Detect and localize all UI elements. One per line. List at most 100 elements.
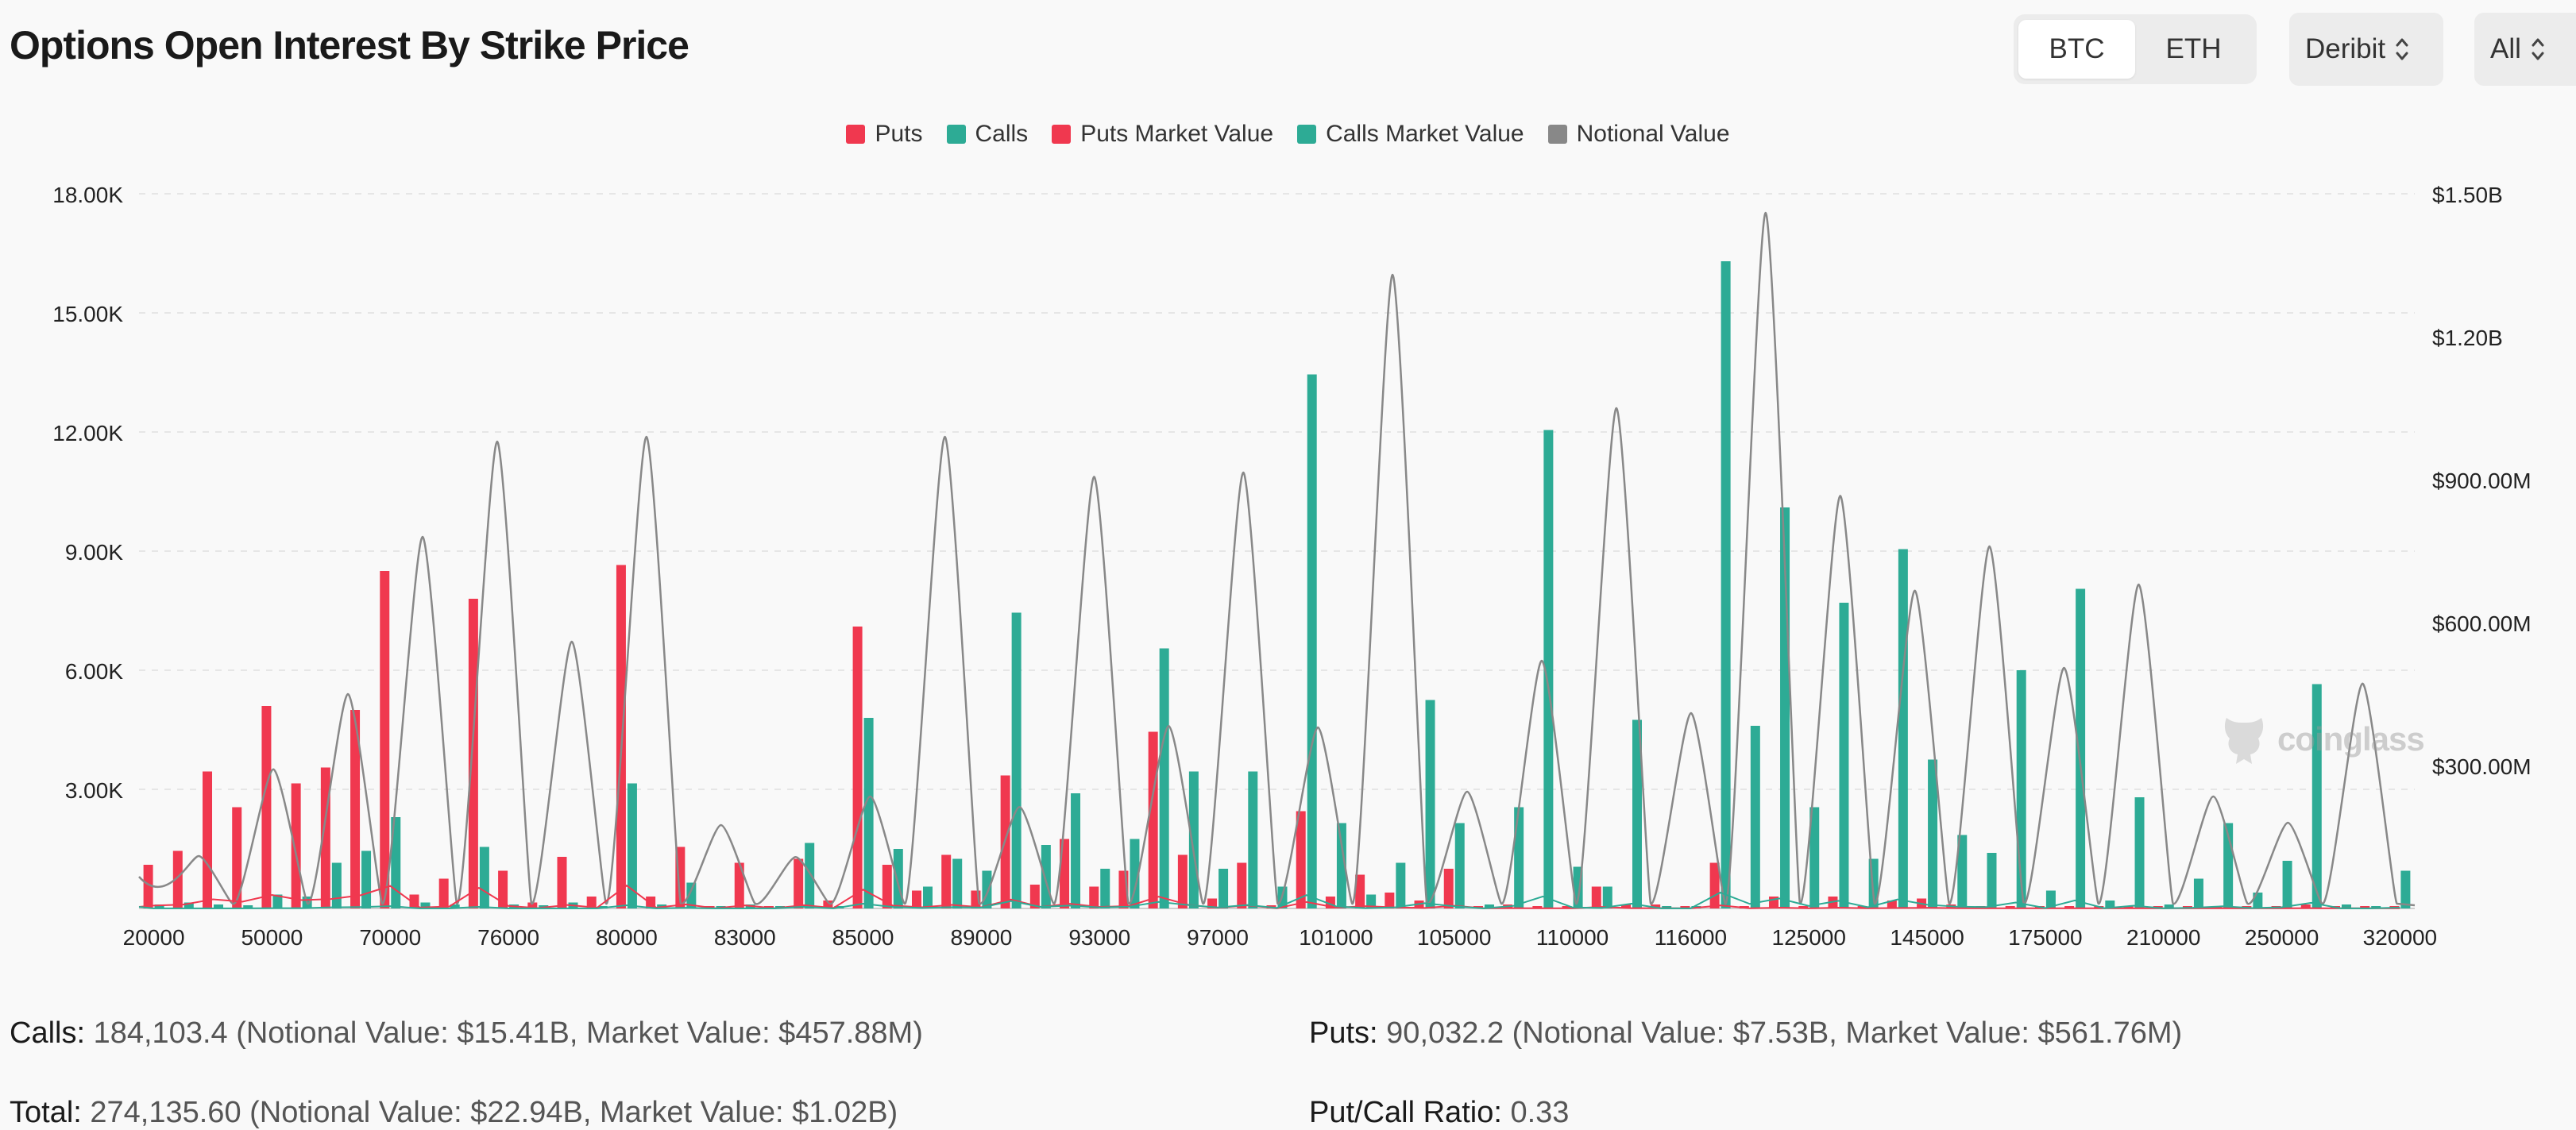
calls-bar: [2371, 906, 2381, 908]
calls-bar: [1159, 648, 1169, 908]
total-summary-value: 274,135.60 (Notional Value: $22.94B, Mar…: [90, 1096, 898, 1129]
puts-bar: [1029, 885, 1040, 908]
x-tick-label: 80000: [596, 925, 658, 950]
puts-bar: [1562, 906, 1572, 908]
puts-bar: [1089, 886, 1099, 908]
watermark-text: coinglass: [2277, 720, 2425, 758]
puts-bar: [232, 807, 242, 908]
puts-bar: [1798, 906, 1809, 908]
x-tick-label: 145000: [1890, 925, 1964, 950]
x-tick-label: 125000: [1772, 925, 1846, 950]
calls-bar: [361, 850, 372, 908]
y-right-tick-label: $600.00M: [2432, 611, 2532, 636]
legend-swatch: [1052, 125, 1072, 144]
puts-bar: [527, 902, 538, 908]
x-tick-label: 93000: [1068, 925, 1130, 950]
coin-toggle: BTC ETH: [2014, 14, 2257, 84]
calls-bar: [1336, 823, 1346, 908]
calls-summary: Calls: 184,103.4 (Notional Value: $15.41…: [10, 1016, 923, 1051]
calls-bar: [2105, 901, 2115, 908]
y-left-tick-label: 9.00K: [65, 540, 123, 565]
puts-bar: [143, 865, 153, 908]
legend-label: Calls Market Value: [1326, 121, 1524, 147]
puts-summary-value: 90,032.2 (Notional Value: $7.53B, Market…: [1386, 1016, 2183, 1050]
puts-bar: [261, 706, 272, 908]
y-right-tick-label: $900.00M: [2432, 469, 2532, 493]
legend-item-puts-market-value[interactable]: Puts Market Value: [1052, 121, 1273, 148]
calls-bar: [1454, 823, 1465, 908]
legend-item-calls[interactable]: Calls: [946, 121, 1029, 148]
y-left-tick-label: 3.00K: [65, 778, 123, 803]
puts-bar: [1443, 869, 1454, 908]
calls-bar: [2193, 878, 2203, 908]
puts-bar: [2360, 906, 2370, 908]
calls-bar: [952, 858, 963, 908]
calls-bar: [243, 905, 253, 908]
open-interest-chart: 3.00K 6.00K 9.00K 12.00K 15.00K 18.00K $300.00…: [52, 183, 2532, 950]
calls-bar: [391, 817, 401, 908]
puts-bar: [1591, 886, 1601, 908]
x-tick-label: 101000: [1299, 925, 1373, 950]
puts-bar: [172, 850, 183, 908]
puts-bar: [882, 865, 892, 908]
puts-bar: [2300, 904, 2311, 908]
calls-bar: [2400, 870, 2411, 908]
puts-bar: [941, 854, 952, 908]
puts-bar: [498, 870, 508, 908]
calls-bar: [154, 904, 164, 908]
x-tick-label: 85000: [832, 925, 894, 950]
puts-bar: [586, 897, 597, 908]
x-tick-label: 320000: [2363, 925, 2437, 950]
calls-bar: [214, 904, 224, 908]
calls-summary-label: Calls:: [10, 1016, 86, 1050]
calls-bar: [1898, 549, 1908, 908]
puts-bar: [1207, 898, 1218, 908]
puts-bar: [291, 783, 301, 908]
puts-bar: [1237, 862, 1247, 908]
x-tick-label: 210000: [2126, 925, 2200, 950]
calls-bar: [2045, 890, 2056, 908]
calls-bar: [272, 894, 283, 908]
calls-bar: [1041, 845, 1051, 908]
puts-bar: [1148, 731, 1158, 908]
legend-item-puts[interactable]: Puts: [846, 121, 923, 148]
put-call-ratio-value: 0.33: [1510, 1096, 1570, 1129]
y-right-tick-label: $1.50B: [2432, 183, 2503, 207]
legend-item-calls-market-value[interactable]: Calls Market Value: [1297, 121, 1524, 148]
puts-bar: [1385, 893, 1395, 908]
calls-bar: [1188, 771, 1199, 908]
calls-bar: [1100, 869, 1110, 908]
expiry-select-value: All: [2490, 33, 2521, 64]
calls-bar: [1632, 719, 1642, 908]
exchange-select[interactable]: Deribit: [2289, 13, 2443, 86]
puts-bar: [1532, 906, 1543, 908]
puts-bar: [794, 858, 804, 908]
calls-bar: [2311, 684, 2322, 908]
eth-tab[interactable]: ETH: [2165, 33, 2222, 64]
puts-bar: [557, 857, 567, 908]
calls-bar: [1307, 374, 1317, 908]
puts-bar: [468, 599, 478, 908]
calls-bar: [1218, 869, 1229, 908]
legend-label: Calls: [975, 121, 1029, 147]
puts-bar: [1177, 854, 1188, 908]
y-left-tick-label: 6.00K: [65, 659, 123, 684]
calls-bar: [420, 902, 431, 908]
calls-bar: [2341, 904, 2351, 908]
legend-swatch: [846, 125, 866, 144]
calls-bar: [183, 902, 194, 908]
btc-tab[interactable]: BTC: [2018, 20, 2135, 79]
calls-bar: [1602, 886, 1612, 908]
coinglass-watermark: coinglass: [2220, 713, 2425, 766]
x-tick-label: 70000: [359, 925, 421, 950]
puts-market-value-line: [138, 884, 2400, 909]
puts-bar: [852, 627, 863, 908]
calls-bar: [1011, 612, 1022, 908]
puts-bar: [1887, 901, 1897, 908]
expiry-select[interactable]: All: [2474, 13, 2576, 86]
puts-bar: [2005, 906, 2015, 908]
legend-item-notional-value[interactable]: Notional Value: [1547, 121, 1730, 148]
puts-bar: [1857, 906, 1867, 908]
x-tick-label: 20000: [123, 925, 185, 950]
puts-bar: [1709, 862, 1720, 908]
